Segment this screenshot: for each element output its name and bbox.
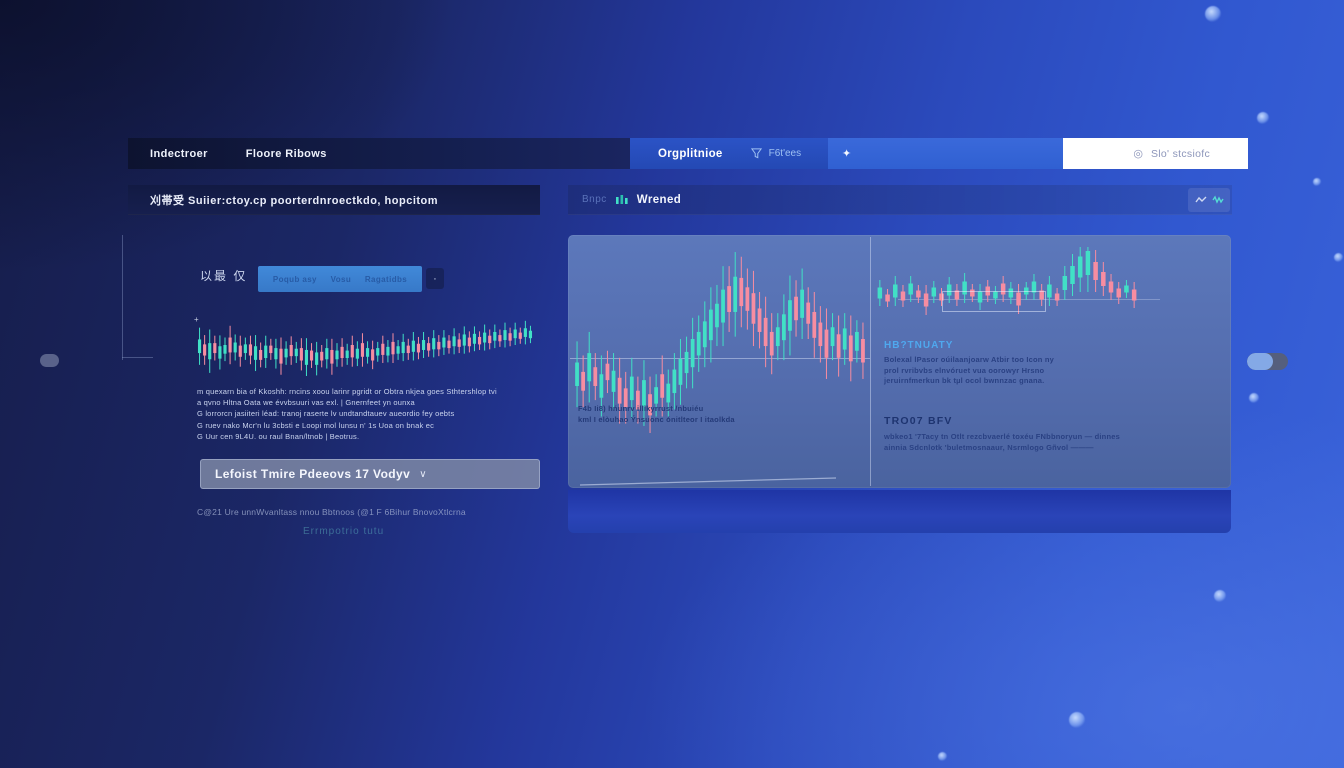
chart-divider-line	[870, 237, 871, 486]
mode-button-3[interactable]: Ragatidbs	[364, 274, 408, 284]
annotation1-line: Bolexal lPasor oúilaanjoarw Atbir too Ic…	[884, 355, 1055, 364]
main-candlestick-chart	[575, 252, 865, 433]
glow-dot	[938, 752, 947, 761]
panel-bottom-strip	[568, 490, 1231, 533]
nav-item-indicator[interactable]: Indectroer	[150, 147, 208, 160]
dropdown-label: Lefoist Tmire Pdeeovs 17 Vodyv	[215, 467, 411, 481]
paragraph-line: G lorrorcn jasiiteri léad: tranoj rasert…	[197, 409, 455, 419]
annotation2-heading: TRO07 BFV	[884, 415, 953, 427]
nav-middle-section: Orgplitnioe F6t'ees ✦	[630, 138, 1063, 169]
note-line: F4b Ii8) hńunrv illikyrrust /nbuiéu	[578, 404, 704, 413]
toggle-knob	[1247, 353, 1273, 370]
nav-brand-segment: Orgplitnioe F6t'ees	[630, 138, 828, 169]
mini-candlestick-chart	[197, 320, 533, 376]
right-panel-title: Wrened	[636, 193, 682, 206]
candles-icon	[615, 194, 628, 204]
gridline-horizontal	[570, 358, 870, 359]
mode-button-2[interactable]: Vosu	[330, 274, 352, 284]
nav-left-section: Indectroer Floore Ribows	[128, 138, 630, 169]
header-prefix-text: Bnpc	[582, 194, 607, 205]
left-edge-handle[interactable]	[40, 354, 59, 367]
nav-tools-segment: ✦	[828, 138, 1063, 169]
description-paragraph: m quexarn bia of Kkoshh: rncins xoou lar…	[197, 386, 543, 442]
selection-box	[942, 291, 1046, 312]
annotation1-line: jeruirnfmerkun bk tµl ocol bwnnzac gnana…	[884, 376, 1045, 385]
glow-dot	[1249, 393, 1259, 403]
search-box[interactable]: ◎ Slo' stcsiofc	[1063, 138, 1248, 169]
filter-button[interactable]: F6t'ees	[750, 148, 802, 159]
faint-footer-text: Errmpotrio tutu	[303, 526, 385, 537]
glow-dot	[1214, 590, 1226, 602]
glow-dot	[1257, 112, 1269, 124]
tick-mark: +	[194, 315, 199, 324]
search-placeholder: Slo' stcsiofc	[1150, 147, 1210, 160]
paragraph-line: a qvno Hltna Oata we évvbsuuri vas exl. …	[197, 398, 415, 408]
glow-dot	[1313, 178, 1321, 186]
search-icon: ◎	[1133, 148, 1143, 160]
brand-label: Orgplitnioe	[658, 147, 723, 160]
annotation2-line: ainnia Sdcnlotk 'buletmosnaaur, Nsrmlogo…	[884, 442, 1094, 452]
cjk-label: 以最 仅	[200, 269, 248, 283]
annotation1-line: prol rvribvbs elnvóruet vua oorowyr Hrsn…	[884, 365, 1045, 375]
left-panel-title: 刈帯受 Suiier:ctoy.cp poorterdnroectkdo, ho…	[150, 194, 439, 207]
glow-dot	[1205, 6, 1221, 22]
chevron-down-icon: ∨	[419, 468, 427, 480]
paragraph-line: G ruev nako Mcr'n lu 3cbsti e Loopi mol …	[197, 420, 435, 430]
gridline-horizontal	[898, 299, 1160, 300]
copyright-line: C@21 Ure unnWvanltass nnou Bbtnoos (@1 F…	[197, 507, 466, 517]
paragraph-line: m quexarn bia of Kkoshh: rncins xoou lar…	[197, 387, 497, 396]
filter-label: F6t'ees	[768, 148, 802, 159]
axis-line-vertical	[122, 235, 123, 360]
glow-dot	[1334, 253, 1343, 262]
annotation-block-2: TRO07 BFV wbkeo1 '7Tacy tn Otlt rezcbvae…	[884, 415, 1164, 453]
note-line: kml I elòuhao Ýnsuonc ónitlteor I itaolk…	[578, 415, 735, 424]
top-nav: Indectroer Floore Ribows Orgplitnioe F6t…	[128, 138, 1248, 169]
mode-button-1[interactable]: Poqub asy	[272, 274, 317, 284]
chart-note: F4b Ii8) hńunrv illikyrrust /nbuiéu kml …	[578, 403, 868, 425]
annotation1-heading: HB?TNUATY	[884, 340, 954, 351]
more-button[interactable]: ·	[426, 268, 444, 289]
glow-dot	[1069, 712, 1085, 728]
right-panel-header: Bnpc Wrened	[568, 185, 1232, 215]
right-edge-toggle[interactable]	[1247, 353, 1288, 370]
axis-line-horizontal	[122, 357, 153, 358]
annotation2-line: wbkeo1 '7Tacy tn Otlt rezcbvaerlé toxéu …	[884, 432, 1120, 441]
time-period-dropdown[interactable]: Lefoist Tmire Pdeeovs 17 Vodyv ∨	[200, 459, 540, 489]
right-panel: Bnpc Wrened F4b Ii8) hńunrv illikyrrust …	[568, 185, 1232, 537]
secondary-candlestick-chart	[877, 247, 1137, 315]
filter-funnel-icon	[750, 148, 762, 159]
annotation-block-1: HB?TNUATY Bolexal lPasor oúilaanjoarw At…	[884, 340, 1154, 387]
chart-mode-button-group: Poqub asy Vosu Ragatidbs	[258, 266, 422, 292]
nav-item-figure-news[interactable]: Floore Ribows	[245, 147, 327, 160]
left-panel-header: 刈帯受 Suiier:ctoy.cp poorterdnroectkdo, ho…	[128, 185, 540, 215]
paragraph-line: G Uur cen 9L4U. ou raul Bnan/ltnob | Beo…	[197, 431, 360, 441]
zigzag-icon	[1194, 196, 1206, 203]
wave-icon	[1211, 195, 1224, 204]
chart-view-toggle-button[interactable]	[1188, 188, 1230, 212]
main-chart-panel: F4b Ii8) hńunrv illikyrrust /nbuiéu kml …	[568, 235, 1231, 488]
left-panel: 刈帯受 Suiier:ctoy.cp poorterdnroectkdo, ho…	[120, 185, 540, 537]
cursor-star-icon[interactable]: ✦	[842, 148, 852, 160]
